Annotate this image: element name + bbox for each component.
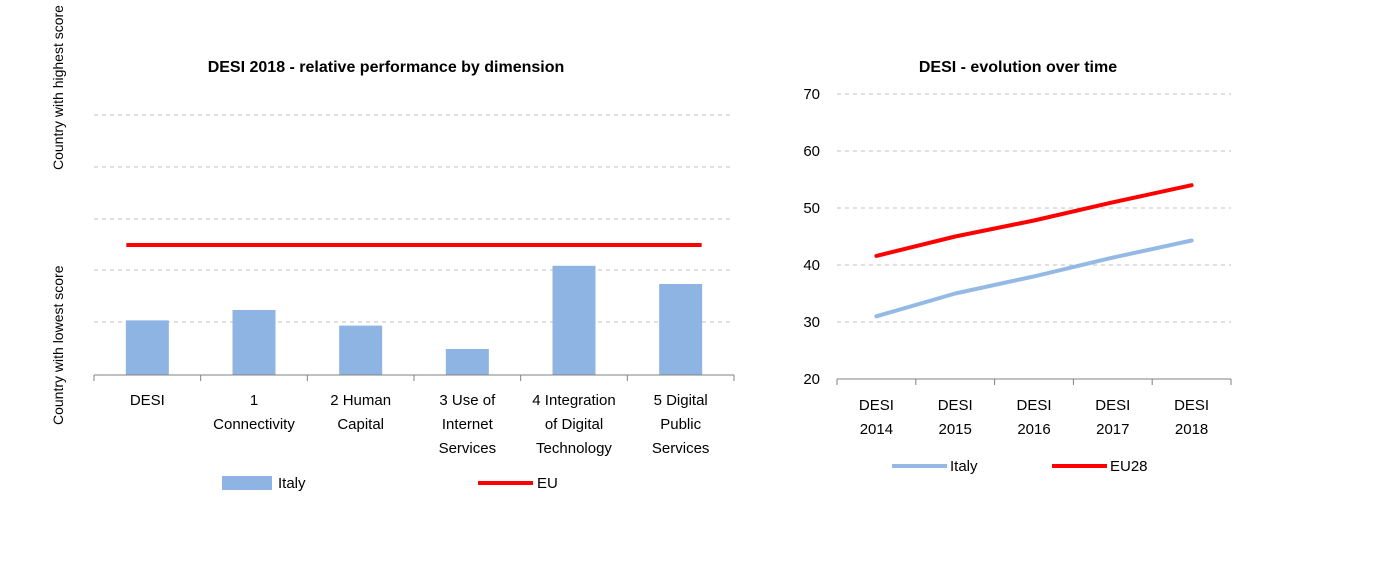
legend-swatch-italy xyxy=(222,476,272,490)
bar-italy xyxy=(232,310,276,375)
category-label: 1 Connectivity xyxy=(213,392,295,433)
bar-italy xyxy=(445,349,489,375)
category-label-line: DESI xyxy=(859,397,894,414)
line-chart-category-labels: DESI 2014 DESI 2015 DESI 2016 DESI 2017 DESI 2018 xyxy=(859,397,1209,438)
y-label-top: Country with highest score xyxy=(50,5,66,170)
category-label: DESI 2014 xyxy=(859,397,894,438)
line-chart-y-tick-labels: 20 30 40 50 60 70 xyxy=(803,86,820,388)
category-label-line: Public xyxy=(660,416,701,433)
bar-chart-title: DESI 2018 - relative performance by dime… xyxy=(208,59,565,76)
line-chart-gridlines xyxy=(837,93,1231,323)
category-label: DESI 2018 xyxy=(1174,397,1209,438)
legend-label-italy-line: Italy xyxy=(950,458,978,475)
category-label-line: Services xyxy=(652,440,710,457)
category-label-line: DESI xyxy=(1016,397,1051,414)
category-label-line: 2 Human xyxy=(330,392,391,409)
y-tick-label: 50 xyxy=(803,200,820,217)
line-chart-x-axis xyxy=(836,378,1232,385)
y-label-bottom: Country with lowest score xyxy=(50,265,66,425)
bar-chart-x-axis xyxy=(93,374,735,381)
category-label-line: DESI xyxy=(1174,397,1209,414)
legend-label-eu28: EU28 xyxy=(1110,458,1148,475)
category-label-line: DESI xyxy=(1095,397,1130,414)
category-label-line: 2014 xyxy=(860,421,893,438)
category-label-line: of Digital xyxy=(545,416,603,433)
category-label-line: 3 Use of xyxy=(439,392,496,409)
category-label: DESI xyxy=(130,392,165,409)
bar-italy xyxy=(659,284,703,375)
legend-label-italy: Italy xyxy=(278,475,306,492)
line-chart-title: DESI - evolution over time xyxy=(919,59,1117,76)
category-label-line: 5 Digital xyxy=(654,392,708,409)
category-label-line: 2015 xyxy=(939,421,972,438)
category-label: 5 Digital Public Services xyxy=(652,392,710,457)
category-label-line: Connectivity xyxy=(213,416,295,433)
category-label-line: DESI xyxy=(938,397,973,414)
category-label: 3 Use of Internet Services xyxy=(439,392,497,457)
y-tick-label: 30 xyxy=(803,314,820,331)
bar-italy xyxy=(339,325,383,375)
category-label-line: Services xyxy=(439,440,497,457)
line-chart-legend: Italy EU28 xyxy=(892,458,1148,475)
line-chart-evolution: DESI - evolution over time 203040506070 … xyxy=(803,59,1232,475)
series-line-eu28 xyxy=(874,183,1194,258)
category-label: 2 Human Capital xyxy=(330,392,391,433)
category-label-line: Capital xyxy=(337,416,384,433)
bar-italy xyxy=(125,320,169,375)
category-label-line: 4 Integration xyxy=(532,392,615,409)
category-label: DESI 2015 xyxy=(938,397,973,438)
category-label: DESI 2017 xyxy=(1095,397,1130,438)
bar-italy xyxy=(552,265,596,375)
series-line-italy xyxy=(874,238,1194,319)
y-tick-label: 40 xyxy=(803,257,820,274)
category-label-line: 2016 xyxy=(1017,421,1050,438)
bar-chart-gridlines xyxy=(94,114,734,323)
bar-series-italy xyxy=(125,265,703,375)
y-tick-label: 60 xyxy=(803,143,820,160)
category-label-line: Technology xyxy=(536,440,612,457)
category-label-line: DESI xyxy=(130,392,165,409)
line-chart-series xyxy=(874,183,1194,319)
category-label-line: 2018 xyxy=(1175,421,1208,438)
y-tick-label: 20 xyxy=(803,371,820,388)
category-label-line: 2017 xyxy=(1096,421,1129,438)
bar-chart-legend: Italy EU xyxy=(222,475,558,492)
category-label-line: 1 xyxy=(250,392,258,409)
category-label: 4 Integration of Digital Technology xyxy=(532,392,615,457)
bar-chart-relative-performance: DESI 2018 - relative performance by dime… xyxy=(50,5,735,492)
legend-label-eu: EU xyxy=(537,475,558,492)
bar-chart-category-labels: DESI 1 Connectivity 2 Human Capital 3 Use of I… xyxy=(130,392,710,457)
category-label-line: Internet xyxy=(442,416,494,433)
category-label: DESI 2016 xyxy=(1016,397,1051,438)
y-tick-label: 70 xyxy=(803,86,820,103)
